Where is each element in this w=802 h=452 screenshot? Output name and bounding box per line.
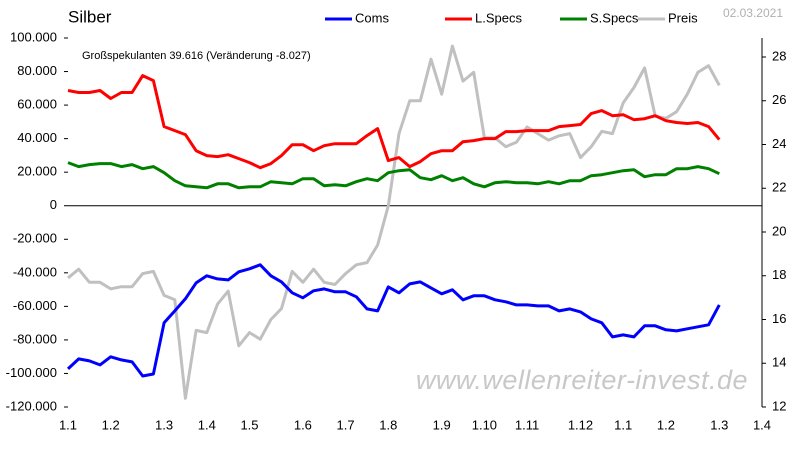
series-line <box>66 263 721 378</box>
x-tick-label: 1.3 <box>155 417 173 432</box>
x-tick-label: 1.8 <box>379 417 397 432</box>
legend-label: L.Specs <box>475 10 522 25</box>
y-tick-label: -120.000 <box>6 398 57 413</box>
x-tick-label: 1.5 <box>240 417 258 432</box>
x-tick-label: 1.9 <box>433 417 451 432</box>
y-tick-label: -20.000 <box>13 231 57 246</box>
y2-tick-label: 20 <box>772 223 786 238</box>
annotation: Großspekulanten 39.616 (Veränderung -8.0… <box>82 50 311 62</box>
x-tick-label: 1.2 <box>657 417 675 432</box>
y-tick-label: -100.000 <box>6 365 57 380</box>
y-tick-label: 20.000 <box>17 164 57 179</box>
y2-tick-label: 12 <box>772 398 786 413</box>
y2-tick-label: 18 <box>772 267 786 282</box>
y2-tick-label: 24 <box>772 136 786 151</box>
series-line <box>67 161 720 190</box>
legend-label: Preis <box>668 10 698 25</box>
x-tick-label: 1.4 <box>753 417 771 432</box>
watermark: www.wellenreiter-invest.de <box>416 365 748 395</box>
y-tick-label: 100.000 <box>10 29 57 44</box>
y2-tick-label: 26 <box>772 92 786 107</box>
x-tick-label: 1.2 <box>102 417 120 432</box>
chart-title: Silber <box>68 7 112 26</box>
y2-tick-label: 16 <box>772 311 786 326</box>
legend-label: Coms <box>355 10 389 25</box>
x-tick-label: 1.7 <box>337 417 355 432</box>
series-line <box>67 44 721 400</box>
y2-tick-label: 28 <box>772 48 786 63</box>
y-tick-label: 60.000 <box>17 97 57 112</box>
y2-tick-label: 22 <box>772 180 786 195</box>
x-tick-label: 1.10 <box>472 417 497 432</box>
series-line <box>67 74 721 170</box>
x-tick-label: 1.3 <box>710 417 728 432</box>
x-tick-label: 1.12 <box>568 417 593 432</box>
date: 02.03.2021 <box>723 6 783 20</box>
y-tick-label: -40.000 <box>13 264 57 279</box>
x-tick-label: 1.1 <box>59 417 77 432</box>
x-tick-label: 1.6 <box>294 417 312 432</box>
x-tick-label: 1.11 <box>515 417 539 432</box>
y2-tick-label: 14 <box>772 355 786 370</box>
y-tick-label: 0 <box>50 197 57 212</box>
legend-label: S.Specs <box>590 10 639 25</box>
y-tick-label: -60.000 <box>13 298 57 313</box>
x-tick-label: 1.4 <box>198 417 216 432</box>
y-tick-label: 40.000 <box>17 130 57 145</box>
y-tick-label: -80.000 <box>13 331 57 346</box>
y-tick-label: 80.000 <box>17 63 57 78</box>
x-tick-label: 1.1 <box>614 417 632 432</box>
